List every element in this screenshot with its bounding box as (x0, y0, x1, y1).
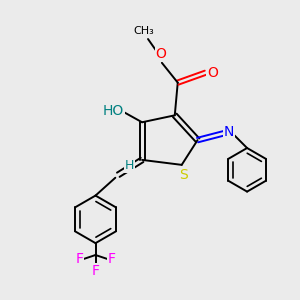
Text: F: F (92, 264, 100, 278)
Text: O: O (155, 47, 166, 61)
Text: HO: HO (103, 104, 124, 118)
Text: O: O (207, 66, 218, 80)
Text: S: S (179, 168, 188, 182)
Text: H: H (124, 159, 134, 172)
Text: N: N (224, 125, 234, 139)
Text: CH₃: CH₃ (134, 26, 154, 36)
Text: F: F (76, 252, 84, 266)
Text: F: F (107, 252, 116, 266)
